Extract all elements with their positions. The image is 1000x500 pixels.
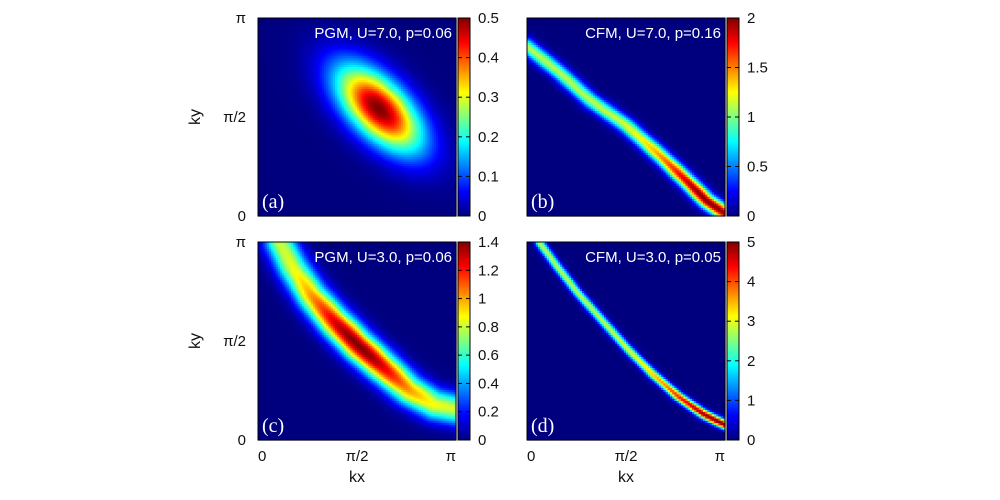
heatmap-a (258, 18, 457, 217)
